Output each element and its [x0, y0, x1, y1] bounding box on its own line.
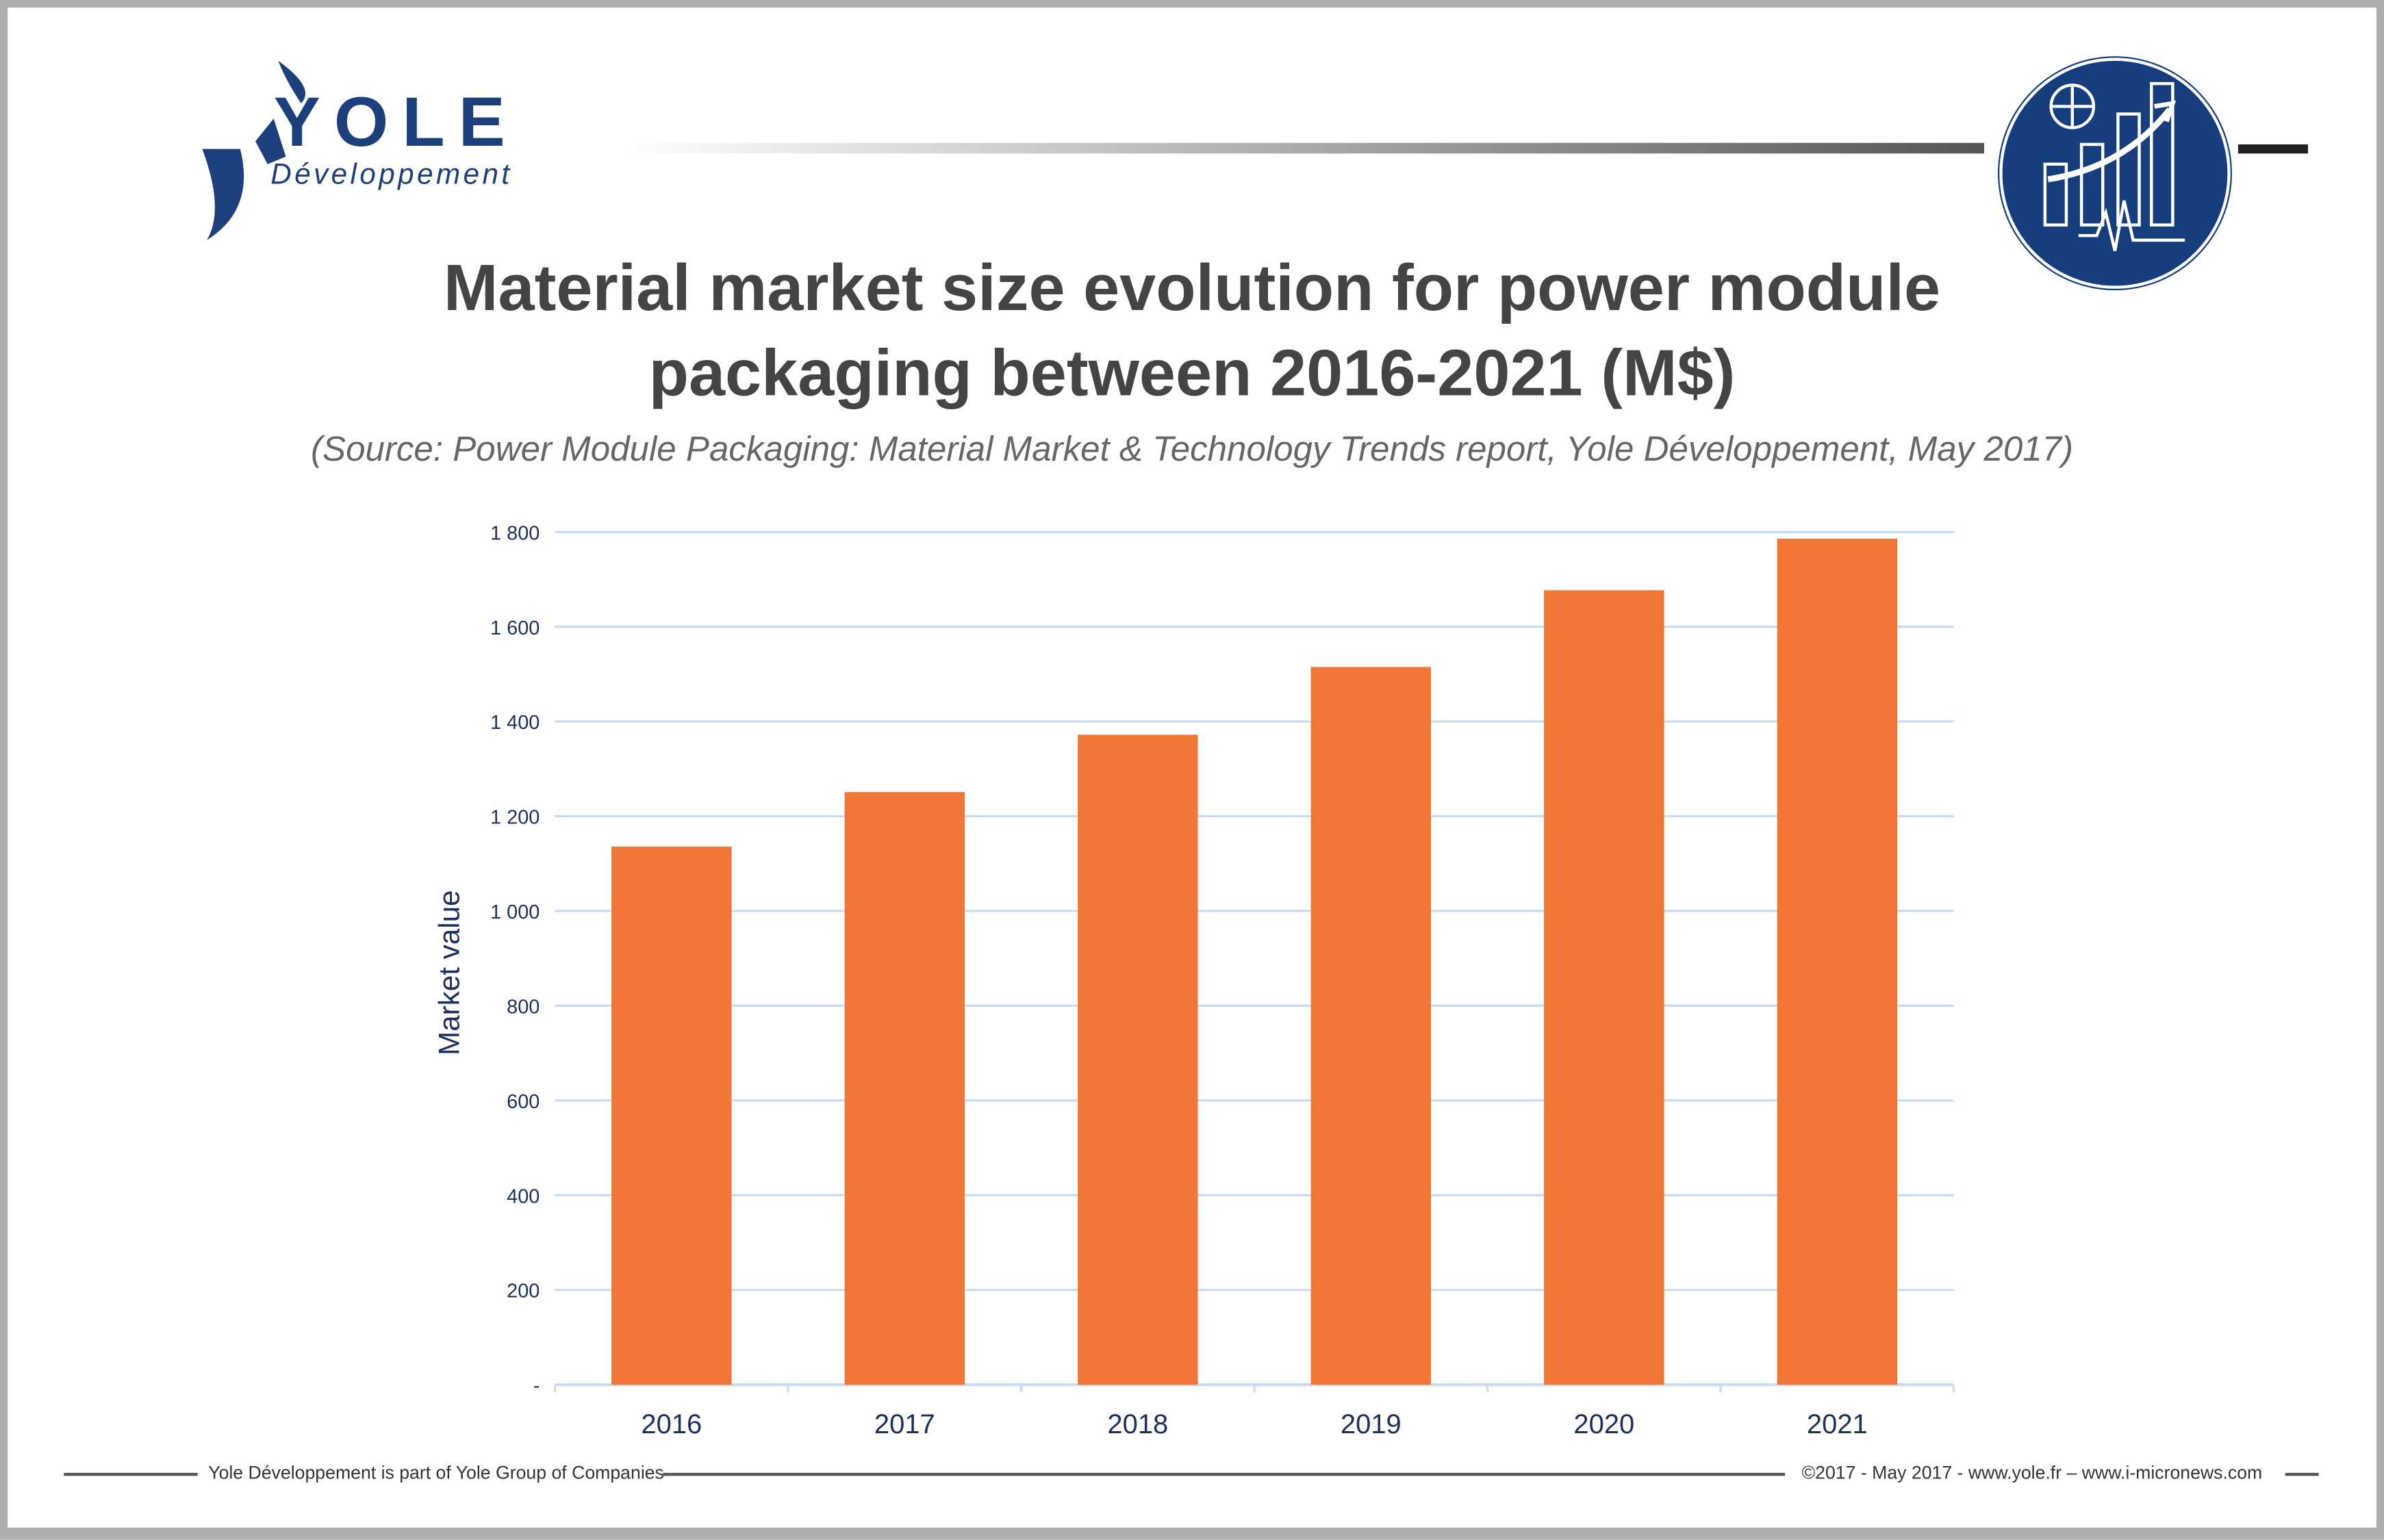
footer-rule — [64, 1472, 198, 1476]
x-tick-label: 2018 — [1107, 1409, 1168, 1439]
header-rule — [623, 142, 1985, 154]
logo-wordmark: YOLE — [273, 81, 519, 162]
x-tick-label: 2020 — [1573, 1409, 1634, 1439]
y-tick-label: 1 800 — [490, 522, 540, 544]
y-tick-label: 400 — [507, 1185, 540, 1207]
y-tick-label: - — [533, 1375, 540, 1397]
footer-right: ©2017 - May 2017 - www.yole.fr – www.i-m… — [1801, 1462, 2263, 1484]
y-tick-label: 200 — [507, 1281, 540, 1302]
yole-logo-swoosh-icon — [202, 60, 306, 240]
bar-2020 — [1544, 590, 1664, 1385]
x-tick-label: 2021 — [1807, 1409, 1868, 1439]
bar-2021 — [1777, 538, 1898, 1385]
footer-left: Yole Développement is part of Yole Group… — [208, 1462, 664, 1484]
y-tick-label: 800 — [507, 996, 540, 1018]
bar-2016 — [611, 846, 732, 1385]
y-tick-label: 600 — [507, 1091, 540, 1113]
market-chart-badge-icon — [1999, 57, 2231, 289]
chart-source: (Source: Power Module Packaging: Materia… — [310, 428, 2074, 468]
logo-subtitle: Développement — [270, 159, 513, 192]
title-line-2: packaging between 2016-2021 (M$) — [648, 337, 1736, 411]
y-tick-label: 1 200 — [490, 807, 540, 829]
header-rule-end — [2237, 144, 2309, 154]
x-tick-label: 2016 — [641, 1409, 702, 1439]
y-axis-label: Market value — [433, 890, 466, 1055]
y-tick-label: 1 000 — [490, 901, 540, 923]
x-tick-label: 2017 — [874, 1409, 935, 1439]
y-tick-label: 1 600 — [490, 617, 540, 639]
footer-rule — [2285, 1472, 2319, 1476]
y-tick-label: 1 400 — [490, 712, 540, 734]
footer-rule — [663, 1472, 1786, 1476]
bar-2019 — [1310, 667, 1432, 1385]
chart-title: Material market size evolution for power… — [0, 246, 2384, 417]
bar-2017 — [844, 792, 965, 1385]
bar-2018 — [1078, 734, 1198, 1385]
x-tick-label: 2019 — [1341, 1409, 1402, 1439]
title-line-1: Material market size evolution for power… — [443, 252, 1941, 326]
